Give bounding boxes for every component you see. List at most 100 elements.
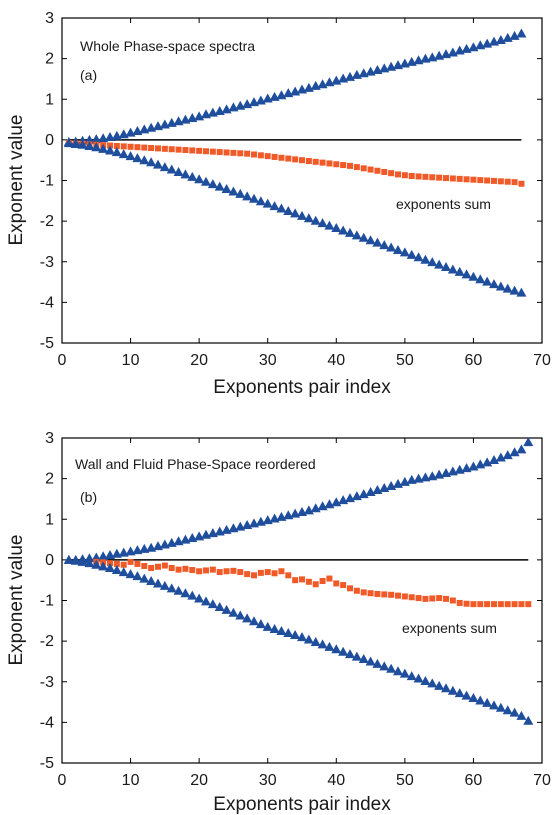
x-tick-label: 20	[190, 352, 208, 369]
y-tick-label: 1	[45, 511, 54, 528]
data-point-triangle	[166, 164, 177, 174]
data-point-triangle	[249, 193, 259, 203]
data-point-square	[477, 601, 484, 608]
data-point-triangle	[194, 593, 205, 603]
x-axis-title: Exponents pair index	[213, 377, 391, 398]
x-tick-label: 10	[122, 772, 140, 789]
data-point-triangle	[509, 30, 520, 40]
series-2	[63, 554, 534, 725]
data-point-triangle	[502, 283, 513, 293]
data-point-square	[251, 572, 257, 579]
data-point-square	[292, 577, 299, 584]
data-point-square	[278, 154, 285, 161]
data-point-square	[347, 585, 353, 592]
data-point-square	[141, 562, 148, 569]
x-tick-label: 0	[58, 352, 67, 369]
data-point-triangle	[132, 153, 143, 163]
y-tick-label: -3	[40, 674, 54, 691]
data-point-square	[415, 173, 422, 180]
x-tick-label: 10	[122, 352, 140, 369]
data-point-square	[196, 147, 203, 154]
data-point-square	[209, 148, 216, 155]
data-point-triangle	[153, 578, 163, 588]
data-point-square	[504, 601, 511, 608]
data-point-triangle	[317, 218, 328, 228]
data-point-triangle	[118, 567, 129, 577]
data-point-square	[237, 150, 244, 157]
data-point-square	[244, 150, 251, 157]
data-point-triangle	[84, 140, 95, 150]
data-point-triangle	[235, 610, 246, 620]
data-point-triangle	[324, 641, 335, 651]
data-point-triangle	[166, 583, 177, 593]
data-point-square	[504, 178, 511, 185]
data-point-triangle	[495, 452, 506, 462]
data-point-square	[353, 587, 360, 594]
data-point-triangle	[91, 559, 102, 569]
data-point-square	[155, 563, 161, 570]
data-point-square	[264, 569, 271, 576]
y-tick-label: -5	[40, 335, 54, 352]
y-tick-label: 0	[45, 552, 54, 569]
y-tick-label: -2	[40, 633, 54, 650]
data-point-triangle	[228, 186, 239, 196]
data-point-square	[340, 162, 347, 169]
y-tick-labels: 3 2 1 0 -1 -2 -3 -4 -5	[40, 430, 542, 772]
data-point-triangle	[365, 656, 376, 666]
data-point-triangle	[495, 702, 506, 712]
data-point-triangle	[475, 274, 486, 284]
data-point-triangle	[489, 279, 499, 289]
data-point-square	[305, 578, 312, 585]
data-point-triangle	[255, 196, 266, 206]
data-point-square	[312, 581, 319, 588]
data-point-triangle	[125, 151, 136, 161]
x-tick-label: 70	[533, 352, 551, 369]
data-point-square	[491, 601, 497, 608]
data-point-triangle	[495, 281, 506, 291]
data-point-triangle	[413, 252, 424, 262]
data-point-triangle	[358, 232, 369, 242]
data-point-square	[340, 582, 347, 589]
data-point-square	[456, 175, 463, 182]
data-point-triangle	[468, 693, 479, 702]
data-point-triangle	[351, 230, 362, 240]
data-point-triangle	[111, 565, 122, 575]
data-point-square	[443, 175, 449, 182]
data-point-triangle	[454, 266, 465, 276]
data-point-square	[196, 568, 203, 575]
x-tick-label: 20	[190, 772, 208, 789]
data-point-triangle	[509, 447, 520, 457]
data-point-triangle	[98, 143, 109, 153]
x-tick-label: 50	[396, 352, 414, 369]
data-point-triangle	[180, 169, 191, 179]
data-point-square	[175, 566, 182, 573]
data-point-triangle	[70, 138, 81, 148]
data-point-square	[299, 576, 305, 583]
y-tick-label: 1	[45, 91, 54, 108]
data-point-square	[113, 560, 120, 567]
data-point-triangle	[297, 632, 307, 642]
data-point-triangle	[489, 454, 499, 464]
data-point-square	[415, 595, 422, 602]
exponents-sum-annotation: exponents sum	[396, 196, 491, 212]
data-point-square	[271, 153, 278, 160]
data-point-square	[189, 567, 196, 574]
data-point-square	[285, 572, 292, 579]
data-point-square	[175, 146, 182, 153]
x-tick-label: 70	[533, 772, 551, 789]
y-tick-label: 3	[45, 430, 54, 447]
data-point-square	[449, 175, 456, 182]
data-point-square	[148, 145, 155, 151]
data-point-triangle	[146, 576, 157, 585]
data-point-triangle	[139, 573, 150, 583]
data-point-square	[148, 565, 155, 571]
panel-label: (b)	[80, 489, 97, 505]
x-tick-label: 40	[327, 352, 345, 369]
data-point-square	[127, 558, 134, 565]
data-point-triangle	[187, 171, 198, 181]
data-point-square	[326, 575, 333, 582]
data-point-square	[463, 176, 470, 183]
data-point-square	[456, 599, 463, 606]
exponents-sum-annotation: exponents sum	[402, 620, 497, 636]
